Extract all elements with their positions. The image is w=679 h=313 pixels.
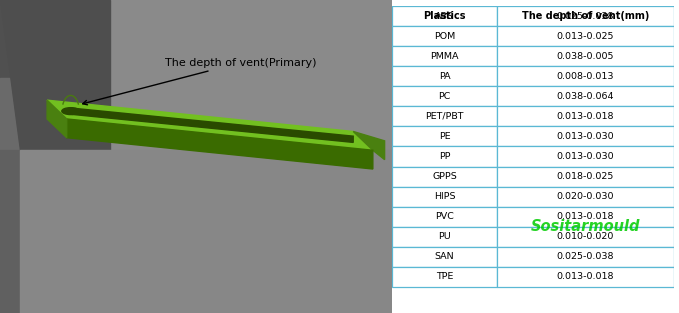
Bar <box>392 46 497 66</box>
Polygon shape <box>67 119 373 169</box>
Polygon shape <box>110 0 392 150</box>
Text: 0.013-0.018: 0.013-0.018 <box>557 272 614 281</box>
Polygon shape <box>0 163 392 313</box>
Text: HIPS: HIPS <box>434 192 456 201</box>
Bar <box>497 26 674 46</box>
Bar <box>392 247 497 267</box>
Text: 0.010-0.020: 0.010-0.020 <box>557 232 614 241</box>
Polygon shape <box>137 0 392 141</box>
Bar <box>392 6 497 26</box>
Polygon shape <box>0 150 20 313</box>
Text: PP: PP <box>439 152 450 161</box>
Bar <box>497 106 674 126</box>
Polygon shape <box>71 108 353 142</box>
Bar <box>392 187 497 207</box>
Bar <box>392 167 497 187</box>
Bar <box>497 126 674 146</box>
Text: PU: PU <box>438 232 451 241</box>
Bar <box>497 187 674 207</box>
Bar <box>392 86 497 106</box>
Bar <box>497 227 674 247</box>
Bar <box>497 46 674 66</box>
Text: 0.038-0.064: 0.038-0.064 <box>557 92 614 101</box>
Polygon shape <box>0 0 137 78</box>
Polygon shape <box>20 150 392 313</box>
Ellipse shape <box>62 108 79 115</box>
Bar <box>497 207 674 227</box>
Text: ABS: ABS <box>435 12 454 21</box>
Bar <box>497 6 674 26</box>
Text: GPPS: GPPS <box>433 172 457 181</box>
Bar <box>392 106 497 126</box>
Text: PMMA: PMMA <box>430 52 459 61</box>
Bar <box>497 167 674 187</box>
Bar <box>392 126 497 146</box>
Polygon shape <box>137 141 392 163</box>
Bar <box>392 267 497 287</box>
Text: 0.013-0.018: 0.013-0.018 <box>557 212 614 221</box>
Text: 0.025-0.038: 0.025-0.038 <box>557 12 614 21</box>
Bar <box>392 6 497 26</box>
Bar <box>392 227 497 247</box>
Text: 0.025-0.038: 0.025-0.038 <box>557 252 614 261</box>
Bar <box>497 6 674 26</box>
Bar <box>497 146 674 167</box>
Text: 0.008-0.013: 0.008-0.013 <box>557 72 614 81</box>
Text: 0.018-0.025: 0.018-0.025 <box>557 172 614 181</box>
Text: PET/PBT: PET/PBT <box>425 112 464 121</box>
Text: Sositarmould: Sositarmould <box>531 219 640 234</box>
Text: PC: PC <box>439 92 451 101</box>
Text: SAN: SAN <box>435 252 454 261</box>
Polygon shape <box>0 0 110 150</box>
Text: 0.013-0.018: 0.013-0.018 <box>557 112 614 121</box>
Text: 0.013-0.025: 0.013-0.025 <box>557 32 614 41</box>
Text: PVC: PVC <box>435 212 454 221</box>
Text: 0.020-0.030: 0.020-0.030 <box>557 192 614 201</box>
Text: The depth of vent(Primary): The depth of vent(Primary) <box>83 58 316 105</box>
Polygon shape <box>353 131 384 160</box>
Text: Plastics: Plastics <box>423 11 466 21</box>
Bar <box>392 26 497 46</box>
Bar <box>392 146 497 167</box>
Bar <box>497 66 674 86</box>
Bar <box>497 267 674 287</box>
Bar <box>392 207 497 227</box>
Text: 0.013-0.030: 0.013-0.030 <box>557 152 614 161</box>
Polygon shape <box>47 100 373 150</box>
Text: TPE: TPE <box>436 272 454 281</box>
Polygon shape <box>47 100 67 138</box>
Text: POM: POM <box>434 32 455 41</box>
Text: 0.038-0.005: 0.038-0.005 <box>557 52 614 61</box>
Text: 0.013-0.030: 0.013-0.030 <box>557 132 614 141</box>
Polygon shape <box>0 78 137 163</box>
Text: PE: PE <box>439 132 450 141</box>
Text: The depth of vent(mm): The depth of vent(mm) <box>521 11 649 21</box>
Bar <box>392 66 497 86</box>
Bar <box>497 247 674 267</box>
Text: PA: PA <box>439 72 450 81</box>
Bar <box>497 86 674 106</box>
